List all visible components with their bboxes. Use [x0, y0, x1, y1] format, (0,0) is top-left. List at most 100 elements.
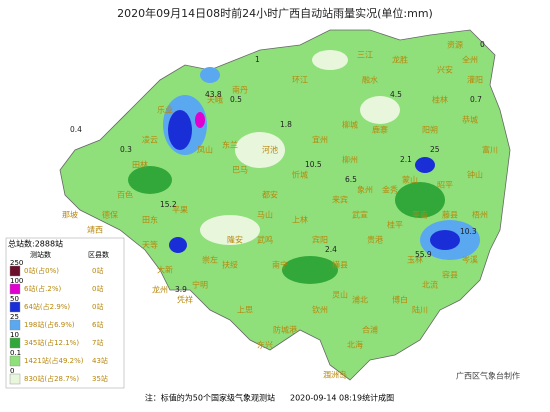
legend-stations: 198站(占6.9%) — [24, 320, 75, 329]
legend-counties: 43站 — [92, 356, 108, 365]
footer-note: 注：标值的为50个国家级气象观测站 — [145, 393, 275, 403]
city-label: 靖西 — [87, 225, 103, 235]
city-label: 北流 — [422, 280, 438, 290]
legend-swatch — [9, 337, 21, 349]
station-value: 15.2 — [160, 200, 177, 209]
legend-swatch — [9, 355, 21, 367]
legend-threshold: 250 — [10, 259, 23, 267]
city-label: 平南 — [412, 210, 428, 220]
legend-col: 区县数 — [88, 250, 109, 259]
city-label: 东兴 — [257, 340, 273, 350]
city-label: 象州 — [357, 185, 373, 195]
city-label: 梧州 — [472, 210, 488, 220]
legend-swatch — [9, 265, 21, 277]
city-label: 环江 — [292, 76, 308, 85]
city-label: 南丹 — [232, 85, 248, 95]
city-label: 上林 — [292, 215, 308, 225]
city-label: 恭城 — [462, 116, 478, 125]
city-label: 资源 — [447, 40, 463, 50]
station-value: 1 — [255, 55, 260, 64]
legend-stations: 345站(占12.1%) — [24, 338, 79, 347]
legend-counties: 6站 — [92, 320, 103, 329]
legend-counties: 35站 — [92, 374, 108, 383]
legend-counties: 7站 — [92, 338, 103, 347]
city-label: 田林 — [132, 160, 148, 170]
city-label: 上思 — [237, 306, 253, 315]
station-value: 0.5 — [230, 95, 242, 104]
city-label: 平果 — [172, 206, 188, 215]
city-label: 隆安 — [227, 235, 243, 245]
city-label: 阳朔 — [422, 125, 438, 135]
legend-total: 总站数:2888站 — [8, 239, 63, 249]
station-value: 0 — [480, 40, 485, 49]
station-value: 0.4 — [70, 125, 82, 134]
station-value: 43.8 — [205, 90, 222, 99]
city-label: 都安 — [262, 190, 278, 200]
legend-stations: 1421站(占49.2%) — [24, 356, 84, 365]
city-label: 金秀 — [382, 185, 398, 195]
city-label: 防城港 — [273, 325, 297, 335]
footer-time: 2020-09-14 08:19统计成图 — [290, 393, 394, 403]
legend-col: 测站数 — [30, 250, 51, 259]
city-label: 灌阳 — [467, 75, 483, 85]
station-value: 3.9 — [175, 285, 187, 294]
city-label: 田东 — [142, 215, 158, 225]
city-label: 三江 — [357, 51, 373, 60]
city-label: 河池 — [262, 145, 278, 155]
city-label: 柳州 — [342, 155, 358, 165]
city-label: 贵港 — [367, 235, 383, 245]
station-value: 10.5 — [305, 160, 322, 169]
legend-swatch — [9, 373, 21, 385]
city-label: 马山 — [257, 210, 273, 220]
city-label: 藤县 — [442, 210, 458, 220]
city-label: 乐业 — [157, 105, 173, 115]
city-label: 天等 — [142, 240, 158, 250]
title: 2020年09月14日08时前24小时广西自动站雨量实况(单位:mm) — [117, 6, 433, 20]
city-label: 灵山 — [332, 290, 348, 300]
city-label: 宜州 — [312, 135, 328, 145]
city-label: 博白 — [392, 295, 408, 305]
legend-counties: 0站 — [92, 284, 103, 293]
city-label: 南宁 — [272, 260, 288, 270]
legend-stations: 64站(占2.9%) — [24, 302, 70, 311]
city-label: 陆川 — [412, 305, 428, 315]
city-label: 武宣 — [352, 210, 368, 220]
legend-box — [5, 237, 125, 389]
legend-swatch — [9, 301, 21, 313]
legend-stations: 6站(占.2%) — [24, 284, 62, 293]
city-label: 融水 — [362, 75, 378, 85]
city-label: 鹿寨 — [372, 125, 388, 135]
city-label: 玉林 — [407, 255, 423, 265]
city-label: 兴安 — [437, 65, 453, 75]
city-label: 北海 — [347, 340, 363, 350]
city-label: 德保 — [102, 210, 118, 220]
legend-threshold: 0 — [10, 367, 14, 375]
city-label: 蒙山 — [402, 175, 418, 185]
city-label: 扶绥 — [222, 260, 238, 270]
city-label: 忻城 — [292, 170, 308, 180]
station-value: 55.9 — [415, 250, 432, 259]
legend-counties: 0站 — [92, 266, 103, 275]
legend-swatch — [9, 283, 21, 295]
city-label: 凤山 — [197, 145, 213, 155]
city-label: 龙州 — [152, 285, 168, 295]
station-value: 4.5 — [390, 90, 402, 99]
city-label: 崇左 — [202, 255, 218, 265]
legend-threshold: 10 — [10, 331, 19, 339]
city-label: 钦州 — [312, 305, 328, 315]
legend-threshold: 25 — [10, 313, 19, 321]
city-label: 巴马 — [232, 166, 248, 175]
city-label: 来宾 — [332, 195, 348, 205]
station-value: 25 — [430, 145, 440, 154]
station-value: 2.1 — [400, 155, 412, 164]
city-label: 东兰 — [222, 140, 238, 150]
station-value: 1.8 — [280, 120, 292, 129]
city-label: 宾阳 — [312, 235, 328, 245]
station-value: 0.3 — [120, 145, 132, 154]
city-label: 柳城 — [342, 120, 358, 130]
legend-stations: 0站(占0%) — [24, 266, 59, 275]
city-label: 桂平 — [387, 220, 403, 230]
station-value: 6.5 — [345, 175, 357, 184]
city-label: 那坡 — [62, 210, 78, 220]
